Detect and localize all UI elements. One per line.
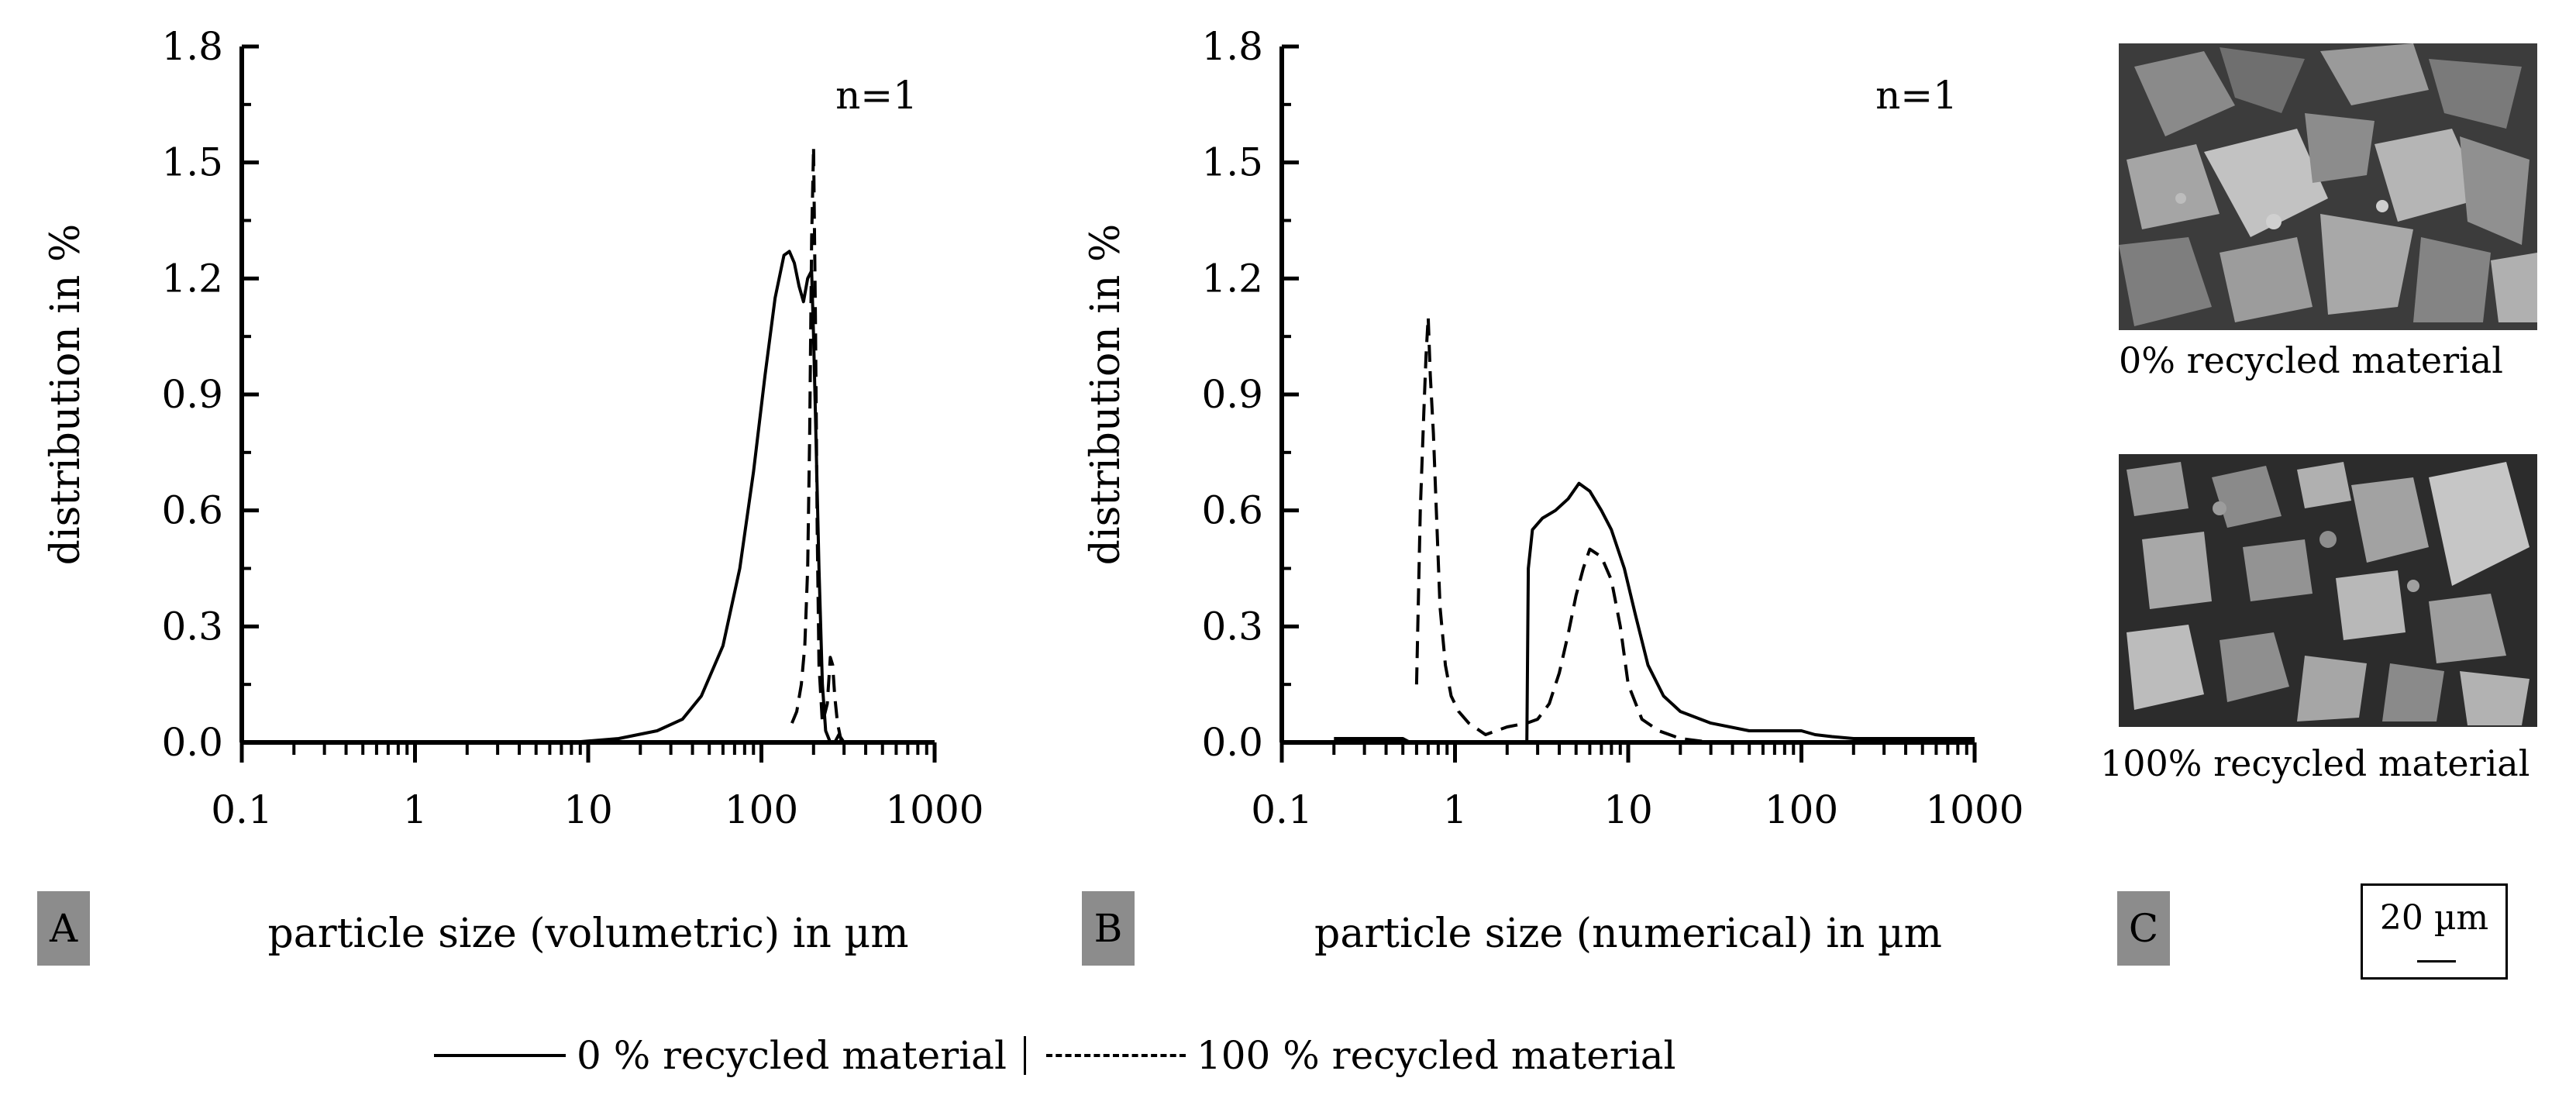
chart-a-y-axis-label: distribution in % bbox=[43, 224, 89, 566]
chart-b-y-tick-label: 0.6 bbox=[1201, 488, 1263, 533]
sem-image-100-percent bbox=[2119, 454, 2537, 727]
chart-a-y-tick-label: 0.9 bbox=[161, 372, 223, 417]
chart-b-x-tick-label: 1000 bbox=[1925, 787, 2023, 832]
chart-b-x-tick-label: 100 bbox=[1765, 787, 1838, 832]
scale-bar-line bbox=[2417, 960, 2456, 963]
chart-a-x-tick-label: 1000 bbox=[885, 787, 983, 832]
chart-b-x-tick-label: 1 bbox=[1443, 787, 1468, 832]
chart-a-y-tick-label: 0.6 bbox=[161, 488, 223, 533]
panel-label-a: A bbox=[37, 891, 90, 966]
chart-a-y-tick-label: 0.0 bbox=[161, 720, 223, 765]
chart-b-y-tick-label: 0.0 bbox=[1201, 720, 1263, 765]
caption-0-percent: 0% recycled material bbox=[2119, 339, 2503, 381]
chart-a-x-tick-label: 10 bbox=[563, 787, 613, 832]
chart-b-x-tick-label: 10 bbox=[1603, 787, 1653, 832]
chart-a-series-100-percent bbox=[790, 145, 843, 743]
legend: 0 % recycled material 100 % recycled mate… bbox=[434, 1021, 1676, 1083]
scale-bar-label: 20 µm bbox=[2379, 898, 2489, 938]
legend-solid-line bbox=[434, 1054, 566, 1057]
chart-b-y-tick-label: 1.5 bbox=[1201, 140, 1263, 185]
chart-b-y-tick-label: 0.9 bbox=[1201, 372, 1263, 417]
chart-b-y-tick-label: 1.2 bbox=[1201, 256, 1263, 301]
legend-dashed-line bbox=[1045, 1054, 1186, 1057]
chart-a-annotation: n=1 bbox=[835, 73, 918, 118]
legend-dashed-label: 100 % recycled material bbox=[1196, 1033, 1676, 1078]
chart-b-series-0-percent bbox=[1334, 481, 1975, 744]
legend-solid-label: 0 % recycled material bbox=[577, 1033, 1007, 1078]
chart-a-x-tick-label: 0.1 bbox=[211, 787, 273, 832]
chart-a-x-tick-label: 100 bbox=[725, 787, 798, 832]
chart-b-x-tick-label: 0.1 bbox=[1251, 787, 1313, 832]
chart-b-series-100-percent bbox=[1414, 315, 1711, 744]
panel-label-c: C bbox=[2117, 891, 2170, 966]
panel-label-b: B bbox=[1082, 891, 1135, 966]
chart-b-y-tick-label: 0.3 bbox=[1201, 604, 1263, 649]
chart-a-y-tick-label: 1.2 bbox=[161, 256, 223, 301]
chart-a-y-tick-label: 0.3 bbox=[161, 604, 223, 649]
chart-a-y-tick-label: 1.8 bbox=[161, 24, 223, 69]
scale-bar-box: 20 µm bbox=[2361, 883, 2508, 980]
chart-a-x-axis-label: particle size (volumetric) in µm bbox=[268, 911, 909, 957]
legend-separator bbox=[1023, 1036, 1026, 1075]
chart-b-y-axis-label: distribution in % bbox=[1083, 224, 1129, 566]
sem-image-0-percent bbox=[2119, 43, 2537, 330]
chart-a-y-tick-label: 1.5 bbox=[161, 140, 223, 185]
chart-b-annotation: n=1 bbox=[1875, 73, 1958, 118]
chart-b-x-axis-label: particle size (numerical) in µm bbox=[1314, 911, 1942, 957]
chart-a-x-tick-label: 1 bbox=[403, 787, 428, 832]
caption-100-percent: 100% recycled material bbox=[2100, 742, 2530, 784]
chart-a-series-0-percent bbox=[571, 250, 849, 744]
chart-b-y-tick-label: 1.8 bbox=[1201, 24, 1263, 69]
